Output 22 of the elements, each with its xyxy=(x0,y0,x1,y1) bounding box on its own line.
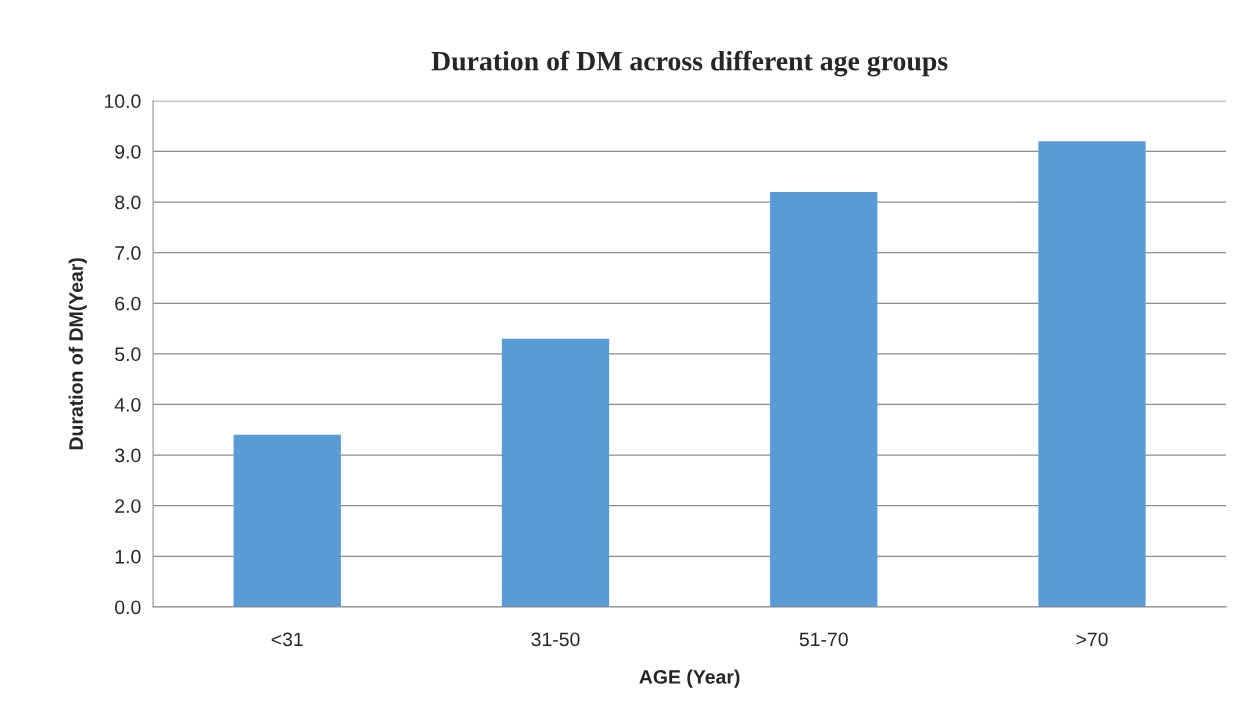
y-axis-title: Duration of DM(Year) xyxy=(68,258,87,450)
bar xyxy=(501,338,610,607)
x-tick-label: >70 xyxy=(1076,632,1108,647)
y-tick-label: 2.0 xyxy=(115,499,141,513)
x-tick-label: <31 xyxy=(271,632,303,647)
chart-title: Duration of DM across different age groups xyxy=(431,50,948,77)
bar xyxy=(1038,141,1146,607)
y-tick-label: 6.0 xyxy=(115,296,141,311)
x-tick-label: 51-70 xyxy=(799,632,848,647)
y-tick-label: 3.0 xyxy=(115,448,141,463)
y-tick-label: 7.0 xyxy=(115,246,141,260)
y-tick-label: 10.0 xyxy=(104,94,141,109)
y-tick-label: 0.0 xyxy=(115,600,141,615)
y-tick-label: 8.0 xyxy=(115,195,141,210)
x-tick-label: 31-50 xyxy=(531,632,580,647)
y-tick-label: 5.0 xyxy=(115,347,141,362)
y-tick-label: 9.0 xyxy=(115,144,141,159)
x-axis-title: AGE (Year) xyxy=(639,669,740,688)
bar xyxy=(770,191,878,607)
y-tick-label: 1.0 xyxy=(115,549,141,564)
bar xyxy=(233,434,341,607)
y-tick-label: 4.0 xyxy=(114,397,141,412)
